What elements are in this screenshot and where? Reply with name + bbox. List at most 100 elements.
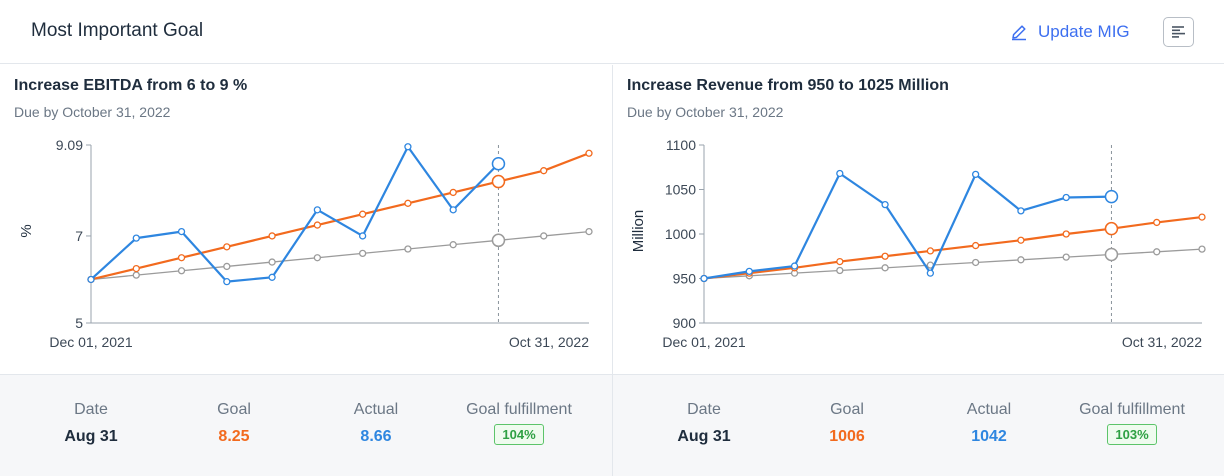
actual-series-point — [358, 232, 367, 240]
actual-series-line — [703, 172, 1112, 280]
actual-value: 1042 — [971, 428, 1007, 445]
x-tick-label-start: Dec 01, 2021 — [49, 334, 132, 350]
x-tick-label-start: Dec 01, 2021 — [662, 334, 745, 350]
baseline-series-point — [1017, 256, 1025, 264]
y-tick-label: 5 — [75, 315, 83, 331]
goal-series-point — [132, 264, 140, 273]
goal-label: Goal — [830, 401, 864, 418]
baseline-series-line — [703, 248, 1203, 280]
goal-series-point — [404, 199, 412, 207]
fulfillment-stat: Goal fulfillment 104% — [449, 401, 589, 445]
baseline-series-point — [540, 232, 548, 240]
y-tick-label: 1050 — [665, 182, 696, 198]
baseline-series-point — [971, 258, 980, 267]
actual-value: 8.66 — [360, 428, 392, 445]
due-date: Due by October 31, 2022 — [14, 104, 171, 120]
baseline-series-point — [223, 262, 231, 271]
actual-series-point — [313, 206, 322, 214]
goal-series-point — [836, 257, 844, 266]
actual-series-point — [268, 273, 276, 281]
actual-series-point — [223, 278, 231, 286]
baseline-series-point — [313, 254, 322, 262]
ebitda-chart: 9.09 7 5% Dec 01, 2021 Oct 31, 2022 — [18, 137, 593, 350]
y-tick-label: 900 — [673, 315, 697, 331]
baseline-series-point — [585, 227, 593, 236]
fulfillment-stat: Goal fulfillment 103% — [1062, 401, 1202, 445]
actual-series-point — [881, 200, 889, 209]
align-left-icon — [1171, 26, 1185, 38]
goal-series-point — [1198, 213, 1206, 221]
actual-series-point — [1062, 193, 1070, 202]
goal-series-line — [703, 215, 1203, 280]
actual-series-point — [1017, 207, 1025, 215]
y-tick-label: 7 — [75, 228, 83, 244]
baseline-series-point — [177, 267, 186, 275]
baseline-series-point — [358, 249, 367, 258]
baseline-series-point — [881, 264, 889, 272]
baseline-series-point — [404, 245, 412, 253]
baseline-series-point — [1062, 253, 1070, 261]
actual-series-point — [132, 234, 140, 242]
fulfillment-label: Goal fulfillment — [466, 401, 572, 418]
due-date: Due by October 31, 2022 — [627, 104, 784, 120]
actual-series-point — [404, 143, 412, 151]
date-stat: Date Aug 31 — [634, 401, 774, 446]
fulfillment-badge: 104% — [494, 424, 544, 445]
y-tick-label: 950 — [673, 271, 697, 287]
date-label: Date — [687, 401, 721, 418]
goal-series-point — [1017, 236, 1025, 244]
fulfillment-label: Goal fulfillment — [1079, 401, 1185, 418]
baseline-series-point — [449, 241, 457, 249]
goal-series-point — [223, 243, 231, 251]
baseline-series-point — [132, 271, 140, 279]
page-title: Most Important Goal — [31, 20, 204, 41]
date-stat: Date Aug 31 — [21, 401, 161, 446]
revenue-panel: Increase Revenue from 950 to 1025 Millio… — [612, 65, 1224, 476]
goal-series-point — [358, 210, 367, 218]
actual-stat: Actual 1042 — [919, 401, 1059, 446]
baseline-series-point — [1153, 248, 1161, 256]
goal-series-point — [585, 149, 593, 157]
actual-series-point — [971, 170, 980, 179]
goal-series-point — [1104, 221, 1119, 236]
goal-label: Goal — [217, 401, 251, 418]
panel-footer: Date Aug 31 Goal 8.25 Actual 8.66 Goal f… — [0, 374, 612, 476]
panel-footer: Date Aug 31 Goal 1006 Actual 1042 Goal f… — [613, 374, 1224, 476]
actual-series-point — [491, 156, 506, 171]
baseline-series-point — [1104, 247, 1119, 262]
actual-series-point — [926, 269, 935, 277]
actual-label: Actual — [966, 401, 1012, 418]
goal-series-point — [268, 232, 276, 240]
actual-series-point — [790, 262, 799, 270]
goal-series-point — [926, 247, 935, 255]
goal-series-line — [90, 152, 590, 281]
y-tick-label: 1000 — [665, 226, 696, 242]
date-label: Date — [74, 401, 108, 418]
actual-series-point — [700, 274, 708, 283]
goal-stat: Goal 1006 — [777, 401, 917, 446]
actual-label: Actual — [353, 401, 399, 418]
goal-title: Increase EBITDA from 6 to 9 % — [14, 77, 248, 94]
y-tick-label: 1100 — [666, 137, 696, 153]
x-tick-label-end: Oct 31, 2022 — [1122, 334, 1202, 350]
goal-series-point — [313, 221, 322, 229]
menu-button[interactable] — [1163, 17, 1194, 47]
y-axis-label: % — [18, 224, 35, 237]
baseline-series-point — [836, 266, 844, 275]
y-axis-label: Million — [630, 210, 647, 253]
goal-series-point — [449, 188, 457, 197]
ebitda-panel: Increase EBITDA from 6 to 9 % Due by Oct… — [0, 65, 612, 476]
goal-title: Increase Revenue from 950 to 1025 Millio… — [627, 77, 949, 94]
baseline-series-line — [90, 230, 590, 281]
x-tick-label-end: Oct 31, 2022 — [509, 334, 589, 350]
pencil-icon — [1012, 25, 1026, 41]
actual-series-point — [177, 227, 186, 236]
update-mig-button[interactable]: Update MIG — [1010, 18, 1130, 46]
baseline-series-point — [491, 233, 506, 248]
goal-value: 8.25 — [218, 428, 250, 445]
goal-series-point — [1062, 230, 1070, 238]
baseline-series-point — [268, 258, 276, 266]
actual-series-line — [90, 145, 500, 283]
actual-stat: Actual 8.66 — [306, 401, 446, 446]
y-tick-label: 9.09 — [56, 137, 83, 153]
